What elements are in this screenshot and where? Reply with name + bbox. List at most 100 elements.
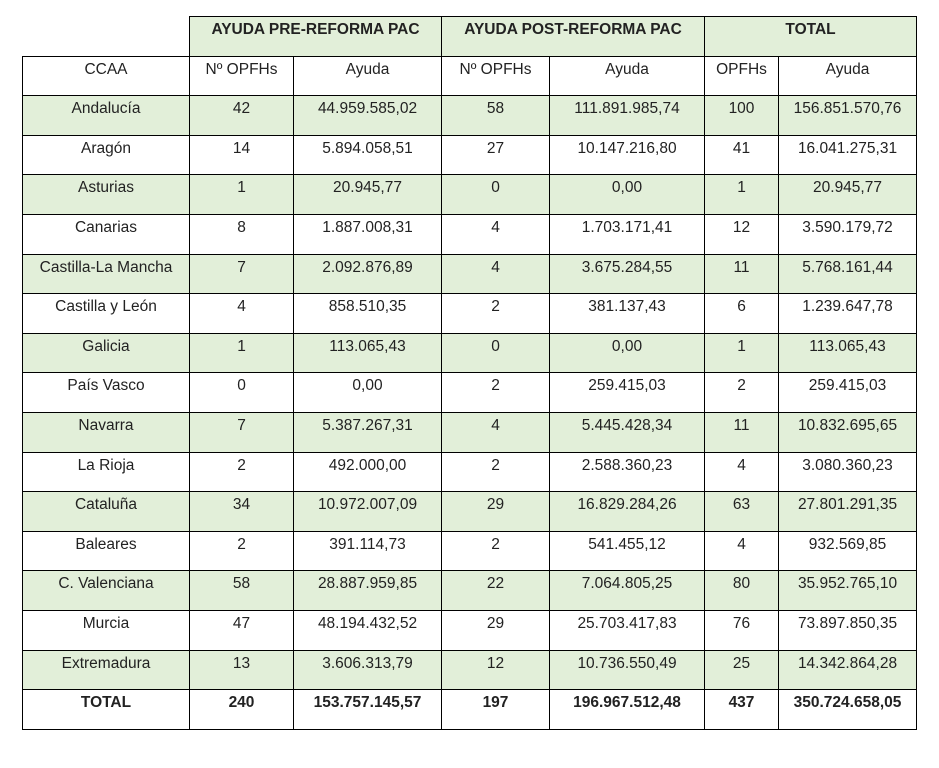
data-row: Galicia 1 113.065,43 0 0,00 1 113.065,43	[22, 332, 918, 374]
column-header: OPFHs	[704, 55, 779, 97]
cell: 2	[441, 530, 550, 572]
cell: Galicia	[22, 332, 190, 374]
cell: 29	[441, 491, 550, 532]
cell: Navarra	[22, 411, 190, 453]
cell: 113.065,43	[293, 332, 442, 374]
cell: 381.137,43	[549, 293, 705, 334]
cell: 28.887.959,85	[293, 570, 442, 611]
cell: 11	[704, 253, 779, 295]
cell: 4	[704, 530, 779, 572]
cell: 41	[704, 134, 779, 176]
total-cell: 197	[441, 689, 550, 730]
cell: 1	[189, 174, 294, 215]
cell: 4	[441, 411, 550, 453]
column-header: Ayuda	[293, 55, 442, 97]
cell: 3.590.179,72	[777, 213, 918, 255]
cell: 11	[704, 411, 779, 453]
data-row: Castilla y León 4 858.510,35 2 381.137,43 6 1.…	[22, 293, 918, 334]
cell: 76	[704, 609, 779, 651]
cell: 2.092.876,89	[293, 253, 442, 295]
cell: 932.569,85	[777, 530, 918, 572]
cell: 3.675.284,55	[549, 253, 705, 295]
total-cell: TOTAL	[22, 689, 190, 730]
cell: 4	[441, 213, 550, 255]
cell: 63	[704, 491, 779, 532]
cell: 5.768.161,44	[777, 253, 918, 295]
cell: 2	[704, 372, 779, 413]
cell: 0,00	[549, 332, 705, 374]
cell: 1	[704, 332, 779, 374]
cell: 16.041.275,31	[777, 134, 918, 176]
cell: 42	[189, 95, 294, 136]
cell: 20.945,77	[777, 174, 918, 215]
cell: 391.114,73	[293, 530, 442, 572]
cell: 13	[189, 649, 294, 691]
cell: Cataluña	[22, 491, 190, 532]
cell: 858.510,35	[293, 293, 442, 334]
cell: 10.832.695,65	[777, 411, 918, 453]
cell: Murcia	[22, 609, 190, 651]
cell: Baleares	[22, 530, 190, 572]
table-header: AYUDA PRE-REFORMA PAC AYUDA POST-REFORMA …	[22, 16, 918, 97]
cell: 25.703.417,83	[549, 609, 705, 651]
cell: 44.959.585,02	[293, 95, 442, 136]
cell: 4	[704, 451, 779, 493]
cell: 1.887.008,31	[293, 213, 442, 255]
total-cell: 437	[704, 689, 779, 730]
cell: 10.147.216,80	[549, 134, 705, 176]
cell: 5.894.058,51	[293, 134, 442, 176]
cell: 58	[189, 570, 294, 611]
cell: 0,00	[293, 372, 442, 413]
blank-cell	[22, 16, 190, 57]
cell: 1.703.171,41	[549, 213, 705, 255]
cell: 5.445.428,34	[549, 411, 705, 453]
total-row: TOTAL 240 153.757.145,57 197 196.967.512,48 4…	[22, 689, 918, 730]
data-row: Asturias 1 20.945,77 0 0,00 1 20.945,77	[22, 174, 918, 215]
cell: 73.897.850,35	[777, 609, 918, 651]
cell: 47	[189, 609, 294, 651]
cell: 3.080.360,23	[777, 451, 918, 493]
data-row: Castilla-La Mancha 7 2.092.876,89 4 3.675.28…	[22, 253, 918, 295]
cell: 22	[441, 570, 550, 611]
total-cell: 240	[189, 689, 294, 730]
cell: Castilla-La Mancha	[22, 253, 190, 295]
column-header: Ayuda	[549, 55, 705, 97]
cell: 14	[189, 134, 294, 176]
cell: 6	[704, 293, 779, 334]
group-row: AYUDA PRE-REFORMA PAC AYUDA POST-REFORMA …	[22, 16, 918, 57]
cell: 7.064.805,25	[549, 570, 705, 611]
table-body: Andalucía 42 44.959.585,02 58 111.891.985,74…	[22, 95, 918, 691]
cell: 2	[189, 451, 294, 493]
cell: 113.065,43	[777, 332, 918, 374]
data-row: Aragón 14 5.894.058,51 27 10.147.216,80 41 16.…	[22, 134, 918, 176]
cell: 14.342.864,28	[777, 649, 918, 691]
data-row: C. Valenciana 58 28.887.959,85 22 7.064.805,…	[22, 570, 918, 611]
table-footer: TOTAL 240 153.757.145,57 197 196.967.512,48 4…	[22, 689, 918, 730]
cell: 2	[189, 530, 294, 572]
cell: 7	[189, 253, 294, 295]
cell: 2	[441, 451, 550, 493]
cell: C. Valenciana	[22, 570, 190, 611]
cell: 5.387.267,31	[293, 411, 442, 453]
cell: 1	[704, 174, 779, 215]
data-row: Canarias 8 1.887.008,31 4 1.703.171,41 12 3.59…	[22, 213, 918, 255]
data-row: Navarra 7 5.387.267,31 4 5.445.428,34 11 10.83…	[22, 411, 918, 453]
cell: 80	[704, 570, 779, 611]
data-row: Baleares 2 391.114,73 2 541.455,12 4 932.569,8…	[22, 530, 918, 572]
data-row: Extremadura 13 3.606.313,79 12 10.736.550,49…	[22, 649, 918, 691]
cell: 16.829.284,26	[549, 491, 705, 532]
cell: 3.606.313,79	[293, 649, 442, 691]
cell: 27.801.291,35	[777, 491, 918, 532]
column-header: Ayuda	[777, 55, 918, 97]
cell: 2	[441, 293, 550, 334]
cell: 100	[704, 95, 779, 136]
group-header: AYUDA PRE-REFORMA PAC	[189, 16, 442, 57]
column-header: Nº OPFHs	[441, 55, 550, 97]
cell: 0,00	[549, 174, 705, 215]
cell: 111.891.985,74	[549, 95, 705, 136]
cell: 2.588.360,23	[549, 451, 705, 493]
cell: 12	[441, 649, 550, 691]
total-cell: 153.757.145,57	[293, 689, 442, 730]
cell: 4	[441, 253, 550, 295]
